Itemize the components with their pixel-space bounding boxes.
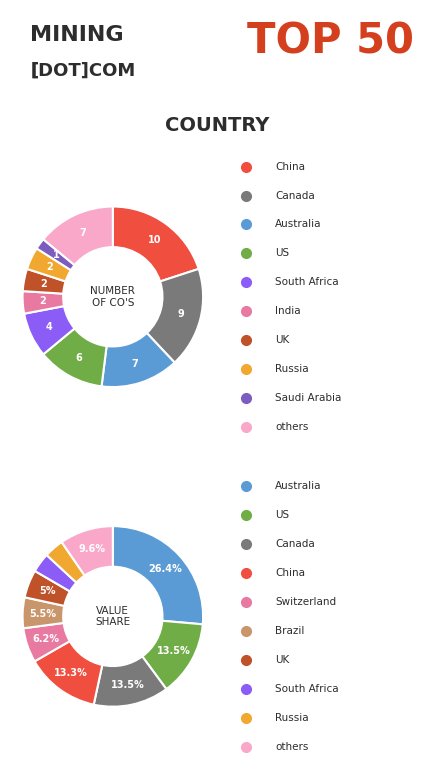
Text: COUNTRY: COUNTRY [165,116,269,135]
Text: MINING: MINING [30,24,124,45]
Text: [: [ [30,62,39,79]
Text: TOP 50: TOP 50 [247,21,414,62]
Text: [DOT]COM: [DOT]COM [30,62,136,79]
